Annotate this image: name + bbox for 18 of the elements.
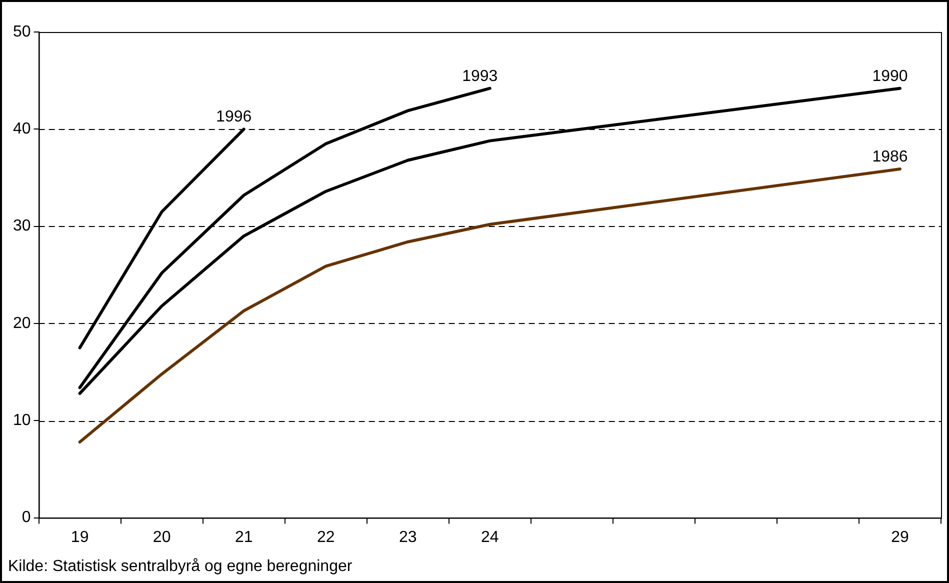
y-tick-label: 0 [22,509,31,526]
y-tick-label: 20 [13,314,31,332]
x-tick-label: 22 [316,528,335,546]
x-tick-label: 24 [481,528,499,546]
text: Kilde: Statistisk sentralbyrå og egne beregninger [8,558,353,575]
y-tick-label: 10 [13,412,31,430]
series-label: 1986 [872,148,908,166]
y-tick-label: 40 [13,120,31,138]
x-tick-label: 20 [152,528,171,546]
y-tick-label: 50 [13,23,31,40]
x-tick-label: 19 [70,528,89,546]
series-label: 1993 [462,68,498,85]
series-label: 1996 [216,108,252,126]
x-tick-label: 23 [398,528,417,546]
series-label: 1990 [872,68,908,85]
x-tick-label: 29 [891,528,909,546]
y-tick-label: 30 [13,218,31,235]
x-tick-label: 21 [234,528,253,546]
